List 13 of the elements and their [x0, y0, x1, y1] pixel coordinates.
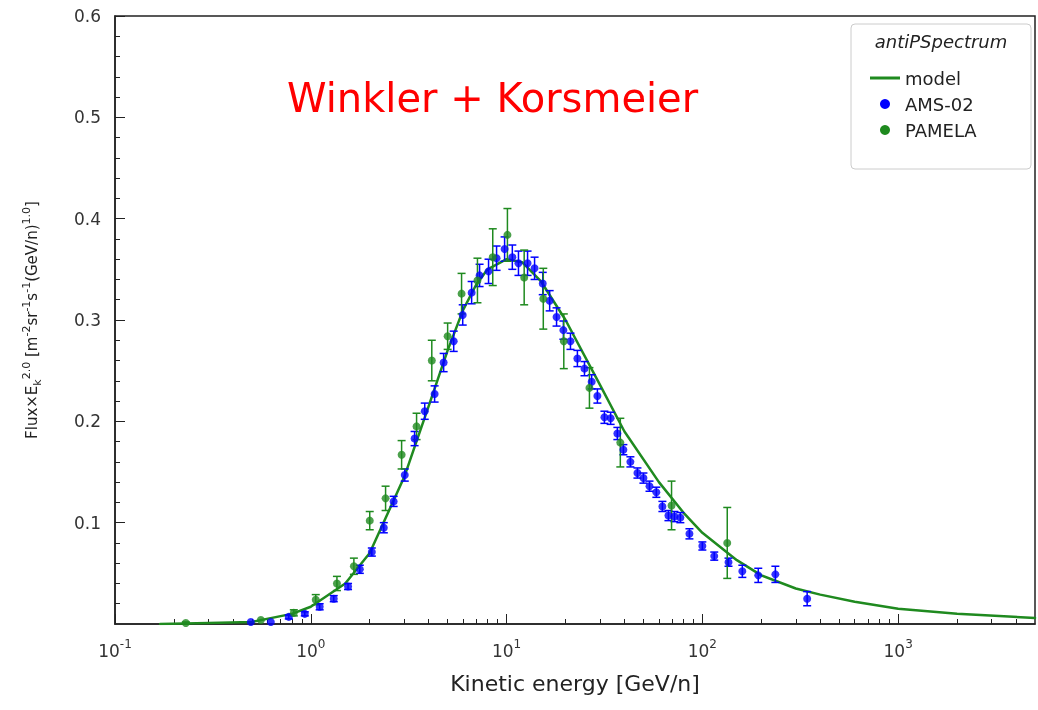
- legend-title: antiPSpectrum: [874, 30, 1008, 52]
- legend-label: PAMELA: [905, 119, 978, 141]
- annotation: Winkler + Korsmeier: [287, 75, 699, 121]
- legend-label: model: [905, 67, 962, 89]
- y-tick-label: 0.5: [73, 107, 101, 128]
- y-tick-label: 0.6: [73, 6, 101, 26]
- y-tick-label: 0.3: [73, 310, 101, 330]
- y-tick-label: 0.1: [73, 512, 101, 533]
- y-tick-label: 0.2: [73, 411, 101, 432]
- y-tick-label: 0.4: [73, 208, 101, 229]
- x-axis-title: Kinetic energy [GeV/n]: [450, 670, 700, 696]
- text: Flux×Ek2.0 [m-2sr-1s-1(GeV/n)1.0]: [19, 201, 44, 439]
- legend-label: AMS-02: [905, 93, 974, 115]
